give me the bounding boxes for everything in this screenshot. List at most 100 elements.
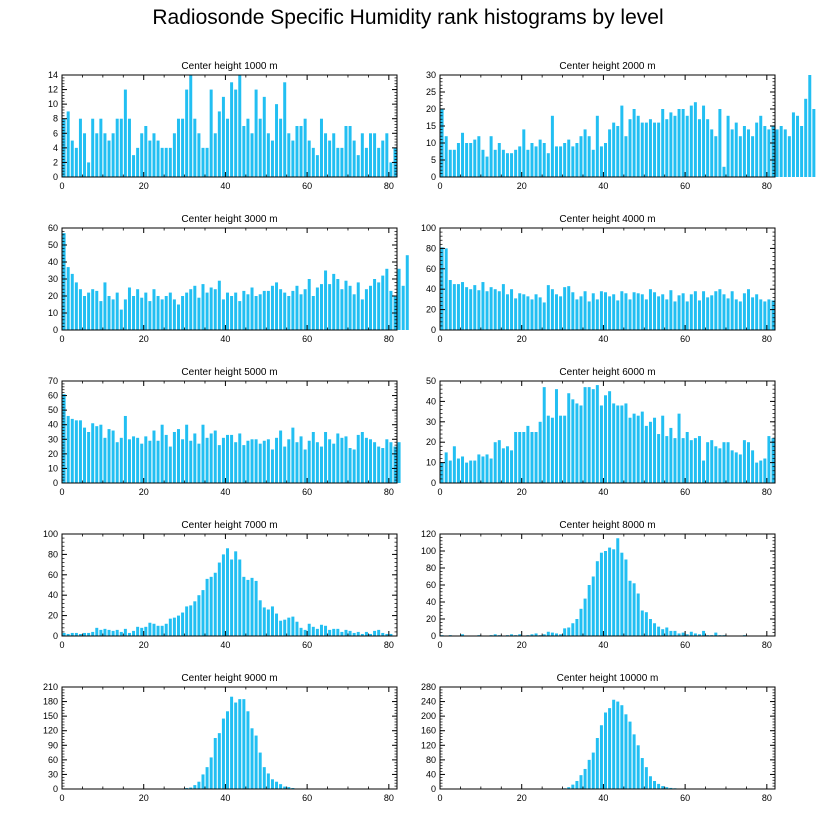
histogram-bar [152, 133, 156, 177]
histogram-bar [530, 634, 534, 636]
histogram-bar [571, 623, 575, 636]
histogram-bar [156, 625, 160, 636]
histogram-bar [283, 619, 287, 636]
histogram-bar [160, 147, 164, 177]
y-tick-label: 0 [431, 784, 436, 794]
histogram-bar [364, 147, 368, 177]
histogram-bar [66, 111, 70, 177]
x-tick-label: 0 [437, 334, 442, 344]
histogram-bar [554, 633, 558, 636]
histogram-bar [205, 437, 209, 483]
histogram-bar [70, 140, 74, 177]
histogram-bar [497, 291, 501, 330]
histogram-bar [242, 576, 246, 636]
histogram-bar [181, 296, 185, 330]
histogram-bar [107, 296, 111, 330]
histogram-bar [628, 299, 632, 330]
chart-panel-10: Center height 10000 m 0 20 40 60 80 0 40 80 120 16… [421, 673, 776, 803]
histogram-bar [653, 780, 657, 789]
histogram-bar [657, 122, 661, 177]
histogram-bar [91, 289, 95, 330]
x-tick-label: 60 [302, 334, 312, 344]
histogram-bar [103, 628, 107, 636]
y-tick-label: 40 [48, 420, 58, 430]
y-tick-label: 160 [421, 726, 436, 736]
y-tick-label: 0 [53, 172, 58, 182]
histogram-bar [295, 442, 299, 483]
y-tick-label: 4 [53, 143, 58, 153]
histogram-bar [369, 439, 372, 483]
histogram-bar [66, 633, 70, 636]
histogram-bar [360, 133, 364, 177]
histogram-bar [99, 301, 103, 330]
histogram-bar [706, 442, 710, 483]
histogram-bar [311, 432, 315, 483]
histogram-bar [152, 623, 156, 636]
histogram-bar [385, 439, 389, 483]
histogram-bar [661, 415, 665, 483]
histogram-bar [526, 149, 530, 177]
histogram-bar [767, 299, 771, 330]
y-tick-label: 30 [48, 769, 58, 779]
histogram-bar [275, 104, 279, 177]
histogram-bar [481, 149, 485, 177]
histogram-bar [324, 133, 328, 177]
y-tick-label: 6 [53, 128, 58, 138]
histogram-bar [230, 434, 234, 483]
plot-frame [61, 74, 398, 178]
histogram-bar [583, 598, 587, 636]
histogram-bar [132, 155, 136, 177]
histogram-bar [164, 434, 168, 483]
histogram-bar [266, 133, 270, 177]
histogram-bar [489, 136, 493, 177]
y-tick-label: 80 [48, 549, 58, 559]
histogram-bar [275, 781, 279, 789]
histogram-bar [714, 291, 718, 330]
chart-panel-4: Center height 4000 m 0 20 40 60 80 0 20 40 60 80 10… [421, 214, 776, 344]
histogram-bar [78, 633, 82, 636]
histogram-bar [747, 129, 750, 177]
histogram-bar [373, 442, 377, 483]
histogram-bar [283, 292, 287, 330]
y-tick-label: 10 [426, 138, 436, 148]
histogram-bar [315, 442, 319, 483]
histogram-bar [514, 432, 518, 483]
histogram-bar [505, 153, 509, 177]
y-tick-label: 20 [426, 614, 436, 624]
histogram-bar [189, 440, 193, 483]
y-tick-label: 30 [48, 274, 58, 284]
histogram-bar [193, 601, 197, 636]
histogram-bar [299, 294, 303, 330]
histogram-bar [234, 442, 238, 483]
histogram-bar [755, 462, 759, 483]
histogram-bar [303, 118, 307, 177]
histogram-bar [385, 133, 389, 177]
x-tick-label: 80 [762, 334, 772, 344]
histogram-bar [283, 82, 287, 177]
y-tick-label: 280 [421, 682, 436, 692]
histogram-bar [608, 129, 612, 177]
histogram-bar [604, 712, 607, 789]
histogram-bar [518, 634, 522, 636]
histogram-bar [469, 460, 473, 483]
histogram-bar [193, 118, 197, 177]
x-tick-label: 60 [680, 793, 690, 803]
histogram-bar [405, 255, 409, 330]
histogram-bar [714, 136, 718, 177]
histogram-bar [685, 432, 689, 483]
histogram-bar [456, 458, 460, 483]
histogram-bar [657, 783, 661, 789]
histogram-bar [185, 89, 189, 177]
histogram-bar [328, 439, 332, 483]
histogram-bar [226, 118, 229, 177]
histogram-bar [254, 580, 258, 636]
histogram-bar [258, 294, 262, 330]
histogram-bar [747, 442, 750, 483]
histogram-bar [213, 133, 217, 177]
histogram-bar [156, 440, 160, 483]
histogram-bar [636, 293, 640, 330]
histogram-bar [640, 758, 644, 789]
histogram-bar [669, 290, 673, 330]
y-tick-label: 0 [53, 784, 58, 794]
histogram-bar [115, 629, 119, 636]
